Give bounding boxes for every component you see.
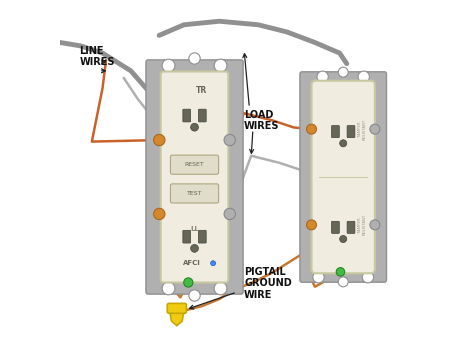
Text: TAMPER
RESISTANT: TAMPER RESISTANT <box>358 119 366 140</box>
Text: LOAD
WIRES: LOAD WIRES <box>244 109 280 131</box>
Circle shape <box>154 208 165 219</box>
Circle shape <box>358 71 369 82</box>
Circle shape <box>370 124 380 134</box>
Circle shape <box>191 245 199 252</box>
Circle shape <box>214 59 227 72</box>
Circle shape <box>307 124 317 134</box>
Circle shape <box>189 53 200 64</box>
Circle shape <box>184 278 193 287</box>
Text: TEST: TEST <box>187 191 202 196</box>
Circle shape <box>340 140 347 147</box>
Circle shape <box>154 135 165 146</box>
FancyBboxPatch shape <box>146 60 243 294</box>
FancyBboxPatch shape <box>199 230 206 243</box>
Text: PIGTAIL
GROUND
WIRE: PIGTAIL GROUND WIRE <box>244 267 292 300</box>
FancyBboxPatch shape <box>347 221 355 233</box>
FancyBboxPatch shape <box>300 72 386 282</box>
FancyBboxPatch shape <box>183 230 191 243</box>
Circle shape <box>224 135 236 146</box>
Circle shape <box>313 272 324 283</box>
Circle shape <box>336 268 345 276</box>
Circle shape <box>362 272 374 283</box>
Circle shape <box>370 220 380 230</box>
Circle shape <box>338 67 348 77</box>
FancyBboxPatch shape <box>167 303 186 313</box>
Text: AFCI: AFCI <box>182 260 201 266</box>
Circle shape <box>224 208 236 219</box>
FancyBboxPatch shape <box>183 109 191 122</box>
Text: LINE
WIRES: LINE WIRES <box>80 46 115 68</box>
Circle shape <box>210 261 216 266</box>
Circle shape <box>307 220 317 230</box>
Circle shape <box>338 277 348 287</box>
FancyBboxPatch shape <box>199 109 206 122</box>
Text: TAMPER
RESISTANT: TAMPER RESISTANT <box>358 214 366 235</box>
Polygon shape <box>169 308 184 326</box>
FancyBboxPatch shape <box>347 126 355 138</box>
FancyBboxPatch shape <box>171 155 219 174</box>
Text: TR: TR <box>196 86 208 95</box>
Circle shape <box>191 123 199 131</box>
Circle shape <box>162 59 175 72</box>
Circle shape <box>162 282 175 295</box>
FancyBboxPatch shape <box>161 72 228 282</box>
Circle shape <box>189 290 200 301</box>
Circle shape <box>214 282 227 295</box>
FancyBboxPatch shape <box>171 184 219 203</box>
Text: RESET: RESET <box>185 162 204 167</box>
FancyBboxPatch shape <box>311 81 375 273</box>
Circle shape <box>340 235 347 242</box>
Circle shape <box>317 71 328 82</box>
FancyBboxPatch shape <box>331 126 339 138</box>
FancyBboxPatch shape <box>331 221 339 233</box>
Text: LL: LL <box>190 226 199 232</box>
